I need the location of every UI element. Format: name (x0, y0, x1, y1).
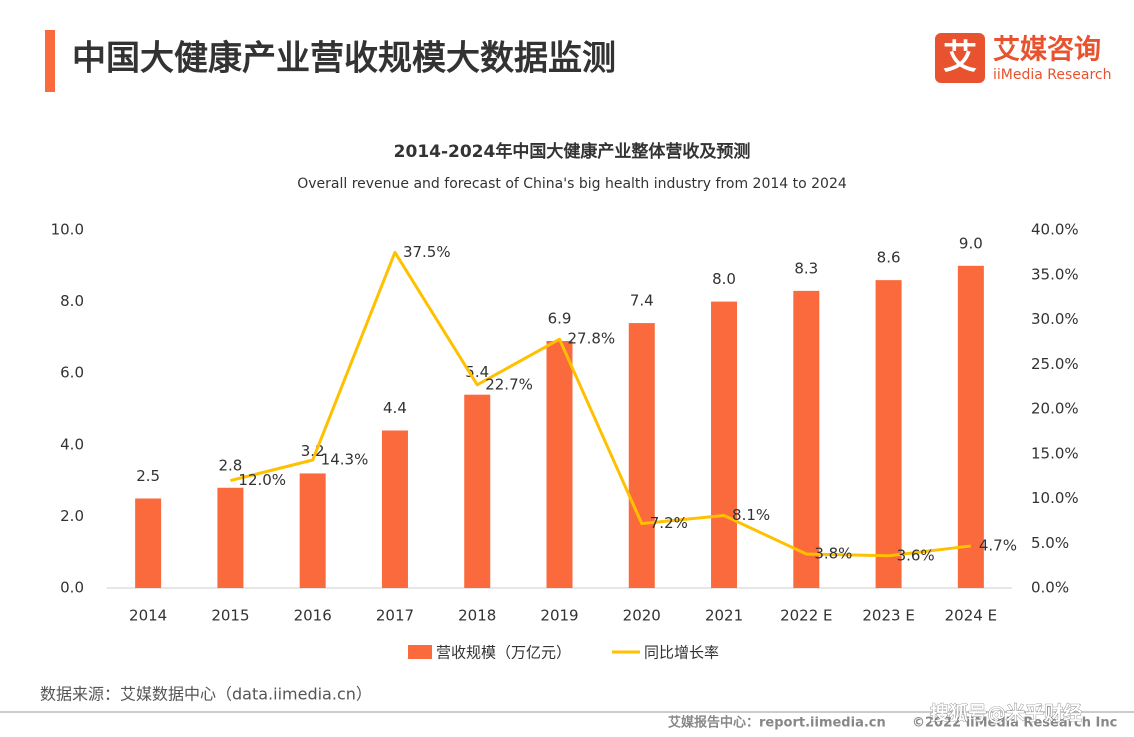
x-tick-label: 2016 (294, 607, 332, 625)
line-value-label: 3.6% (897, 546, 935, 564)
y-tick-label: 2.0 (60, 507, 84, 525)
source: 数据来源：艾媒数据中心（data.iimedia.cn） (40, 685, 372, 704)
y2-tick-label: 30.0% (1031, 310, 1079, 328)
line-value-label: 7.2% (650, 514, 688, 532)
watermark: 搜狐号@米乎财经 (930, 702, 1082, 725)
line-value-label: 4.7% (979, 536, 1017, 554)
y2-tick-label: 5.0% (1031, 534, 1069, 552)
x-tick-label: 2017 (376, 607, 414, 625)
y2-tick-label: 25.0% (1031, 355, 1079, 373)
y-tick-label: 4.0 (60, 435, 84, 453)
legend-label: 同比增长率 (644, 644, 719, 662)
line-value-label: 22.7% (485, 375, 533, 393)
logo-box (935, 33, 985, 83)
x-tick-label: 2018 (458, 607, 496, 625)
bar-value-label: 7.4 (630, 292, 654, 310)
line-value-label: 8.1% (732, 506, 770, 524)
line-value-label: 12.0% (238, 471, 286, 489)
bar-value-label: 2.8 (218, 456, 242, 474)
bar (628, 323, 655, 588)
y2-tick-label: 35.0% (1031, 265, 1079, 283)
x-tick-label: 2020 (623, 607, 661, 625)
report-center: 艾媒报告中心：report.iimedia.cn (668, 715, 886, 731)
y-tick-label: 10.0 (51, 221, 84, 239)
y-tick-label: 8.0 (60, 292, 84, 310)
y2-tick-label: 15.0% (1031, 444, 1079, 462)
chart-subtitle: Overall revenue and forecast of China's … (297, 176, 847, 192)
bar-value-label: 9.0 (959, 234, 983, 252)
bar (957, 265, 984, 588)
line-value-label: 3.8% (814, 544, 852, 562)
logo-name: 艾媒咨询 (993, 34, 1101, 66)
x-tick-label: 2019 (540, 607, 578, 625)
bar (135, 498, 162, 588)
bar (299, 473, 326, 588)
logo-mark: 艾 (943, 38, 977, 78)
line-value-label: 37.5% (403, 243, 451, 261)
y2-tick-label: 10.0% (1031, 489, 1079, 507)
y-tick-label: 0.0 (60, 579, 84, 597)
x-tick-label: 2021 (705, 607, 743, 625)
chart-title: 2014-2024年中国大健康产业整体营收及预测 (394, 141, 751, 162)
bar-value-label: 6.9 (548, 309, 572, 327)
x-tick-label: 2014 (129, 607, 167, 625)
bar-value-label: 8.0 (712, 270, 736, 288)
bar (875, 280, 902, 588)
x-tick-label: 2015 (211, 607, 249, 625)
bar (381, 430, 408, 588)
page-title: 中国大健康产业营收规模大数据监测 (72, 39, 616, 79)
logo-sub: iiMedia Research (993, 67, 1112, 83)
y2-tick-label: 40.0% (1031, 221, 1079, 239)
bar (546, 340, 573, 588)
y2-tick-label: 20.0% (1031, 400, 1079, 418)
y2-tick-label: 0.0% (1031, 579, 1069, 597)
bar (464, 394, 491, 588)
x-tick-label: 2023 E (862, 607, 914, 625)
bar (711, 301, 738, 588)
bar-value-label: 8.3 (794, 259, 818, 277)
bar (793, 290, 820, 588)
line-value-label: 14.3% (321, 451, 369, 469)
legend-label: 营收规模（万亿元） (436, 644, 571, 662)
y-tick-label: 6.0 (60, 364, 84, 382)
bar-value-label: 8.6 (877, 249, 901, 267)
bar (217, 487, 244, 588)
title-accent (45, 30, 55, 92)
x-tick-label: 2024 E (945, 607, 997, 625)
legend-swatch (408, 645, 432, 659)
x-tick-label: 2022 E (780, 607, 832, 625)
bar-value-label: 2.5 (136, 467, 160, 485)
bar-value-label: 4.4 (383, 399, 407, 417)
line (230, 250, 972, 558)
copyright: ©2022 iiMedia Research Inc (912, 716, 1117, 731)
line-value-label: 27.8% (568, 330, 616, 348)
